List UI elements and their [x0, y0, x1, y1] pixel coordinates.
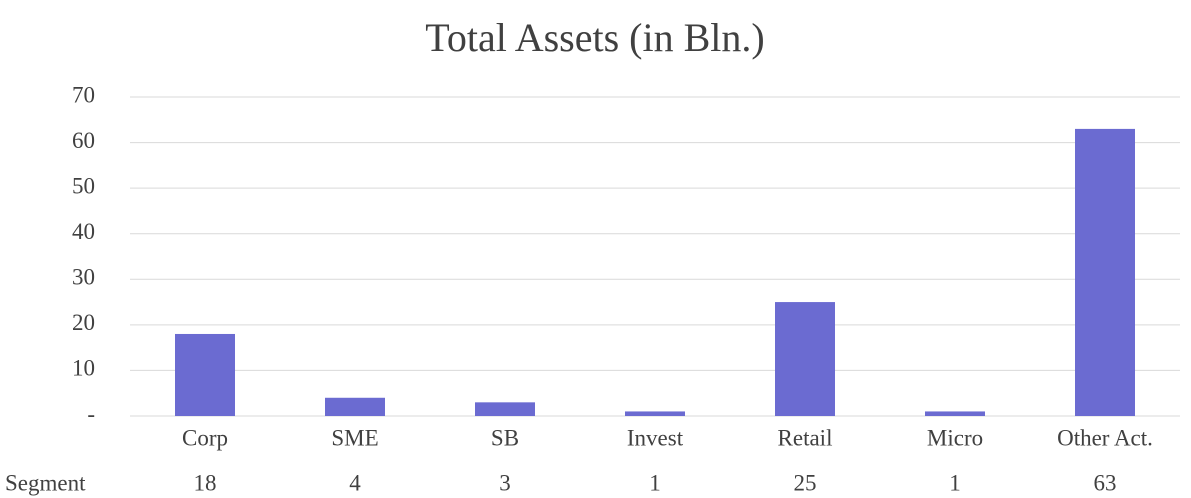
y-tick-label: 50: [72, 173, 95, 198]
x-tick-label: Corp: [182, 425, 228, 450]
x-tick-label: SME: [331, 425, 378, 450]
data-table-value: 18: [194, 470, 217, 495]
data-table-value: 1: [649, 470, 661, 495]
bar: [325, 397, 385, 416]
data-table-value: 63: [1094, 470, 1117, 495]
x-tick-label: Micro: [927, 425, 983, 450]
y-tick-label: 30: [72, 265, 95, 290]
y-tick-label: -: [87, 401, 95, 426]
data-table-value: 4: [349, 470, 361, 495]
bar: [625, 411, 685, 416]
x-tick-label: Other Act.: [1057, 425, 1153, 450]
y-tick-label: 10: [72, 356, 95, 381]
x-tick-label: Retail: [778, 425, 833, 450]
x-tick-label: SB: [491, 425, 519, 450]
y-tick-label: 40: [72, 219, 95, 244]
y-tick-label: 20: [72, 310, 95, 335]
y-tick-label: 70: [72, 82, 95, 107]
bar: [1075, 128, 1135, 416]
chart-title: Total Assets (in Bln.): [425, 15, 764, 60]
legend-label: Segment: [5, 470, 86, 495]
bar: [175, 333, 235, 416]
bar: [475, 402, 535, 416]
data-table-value: 25: [794, 470, 817, 495]
y-tick-label: 60: [72, 128, 95, 153]
x-tick-label: Invest: [627, 425, 684, 450]
bar: [925, 411, 985, 416]
bar: [775, 302, 835, 416]
data-table-value: 3: [499, 470, 511, 495]
data-table-value: 1: [949, 470, 961, 495]
